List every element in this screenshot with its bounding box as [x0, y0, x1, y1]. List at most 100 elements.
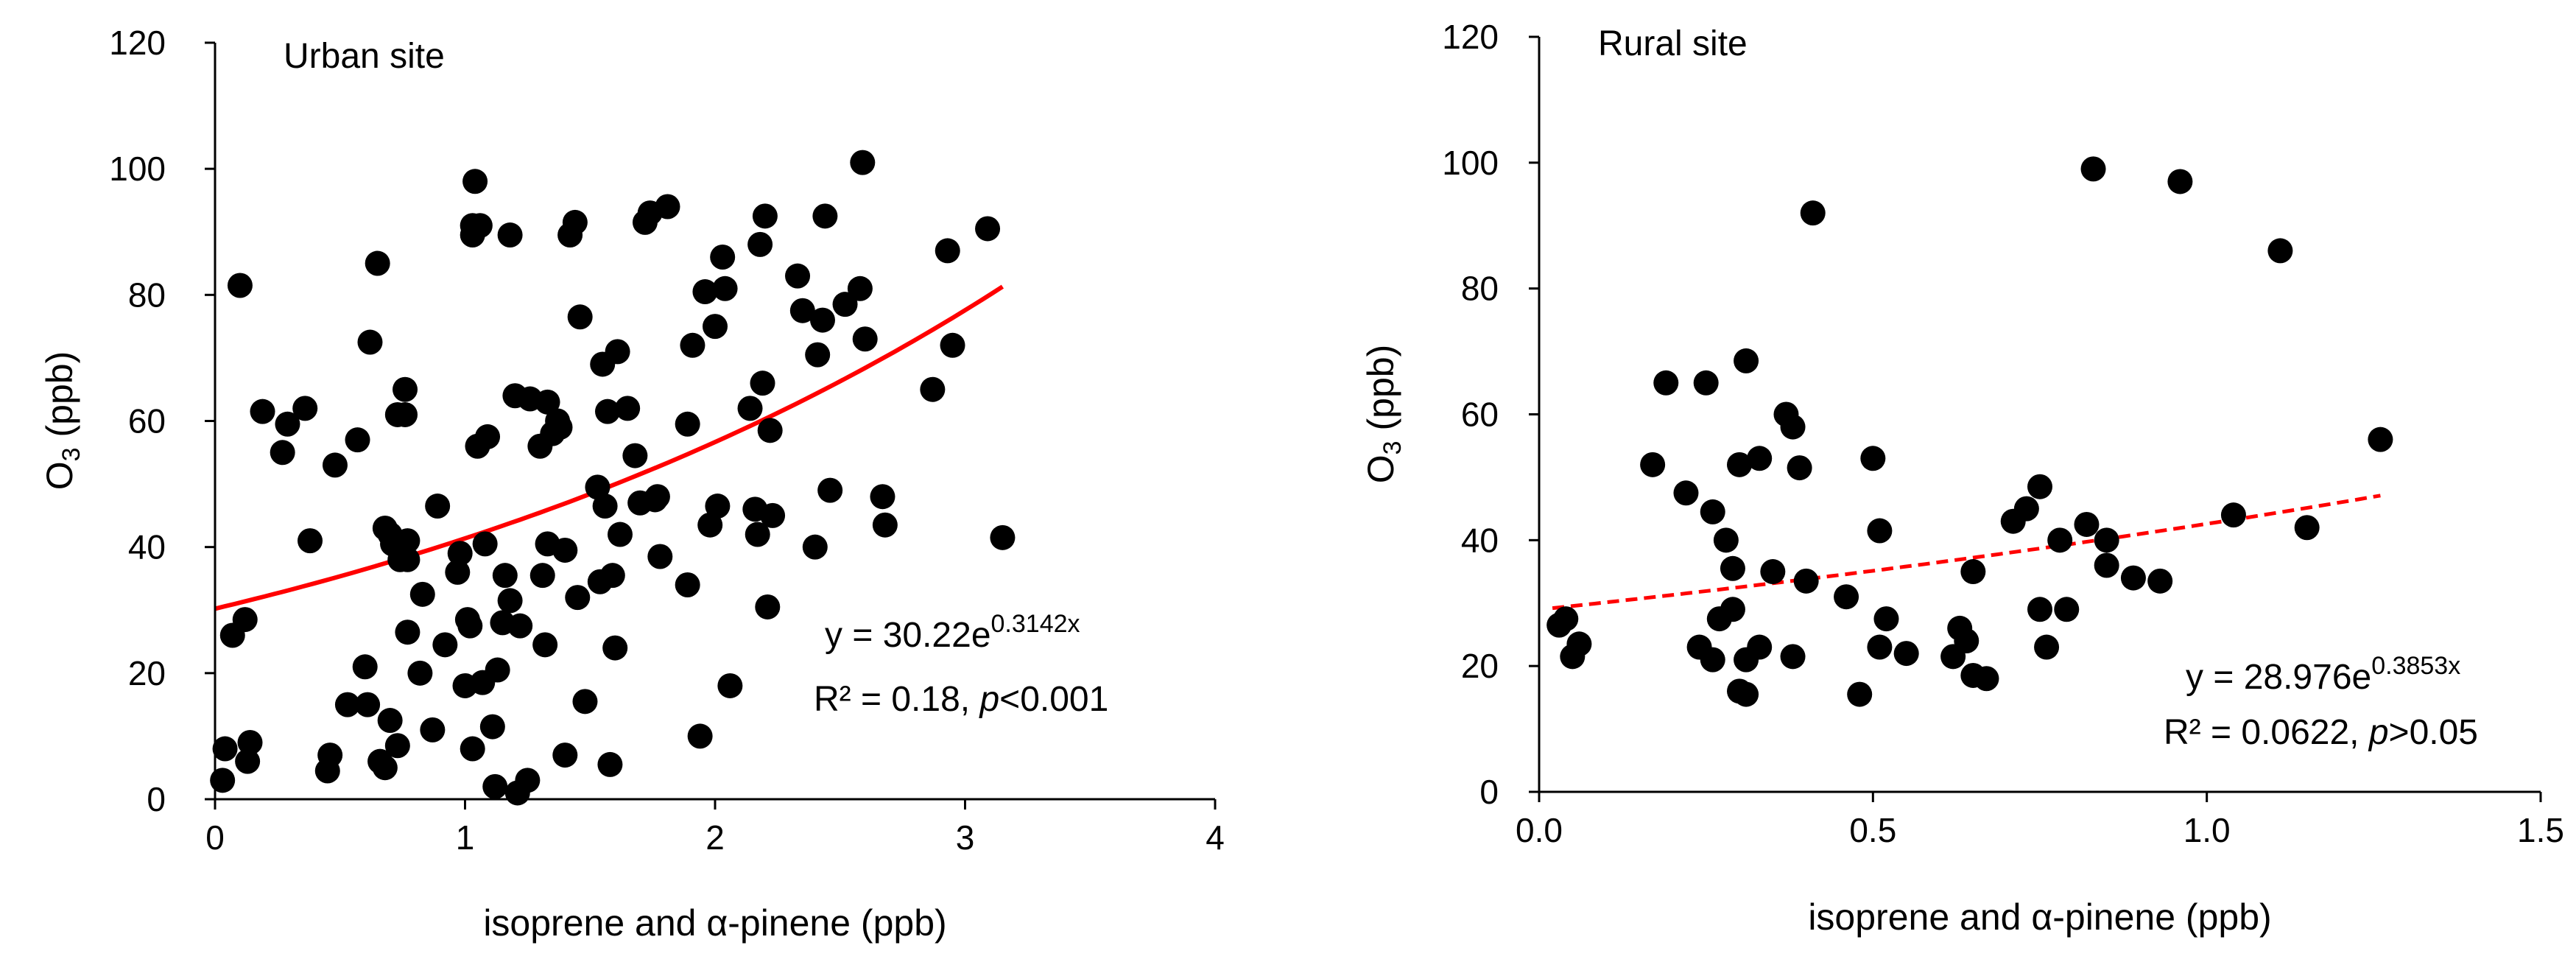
- rural-data-point: [1867, 634, 1893, 660]
- urban-data-point: [595, 399, 621, 424]
- rural-data-point: [1974, 666, 1999, 692]
- urban-data-point: [705, 494, 731, 519]
- urban-data-point: [467, 213, 493, 239]
- urban-data-point: [227, 273, 253, 298]
- urban-data-point: [210, 768, 236, 793]
- rural-data-point: [1747, 446, 1773, 471]
- rural-data-point: [1734, 681, 1759, 707]
- urban-y-axis-title-unit: (ppb): [39, 351, 80, 448]
- rural-fit-stats: R² = 0.0622, p>0.05: [2164, 713, 2478, 752]
- urban-data-point: [547, 415, 573, 440]
- rural-site-label: Rural site: [1598, 24, 1748, 63]
- rural-data-point: [2267, 238, 2293, 264]
- urban-data-point: [622, 443, 648, 468]
- rural-data-point: [1673, 480, 1699, 506]
- rural-data-point: [1867, 518, 1893, 544]
- urban-data-point: [760, 502, 786, 528]
- urban-data-point: [599, 563, 625, 589]
- rural-x-tick-label: 1.5: [2517, 811, 2564, 849]
- urban-data-point: [395, 619, 420, 645]
- urban-data-point: [687, 723, 713, 749]
- urban-data-point: [482, 773, 508, 799]
- urban-data-point: [692, 279, 718, 305]
- urban-data-point: [592, 494, 618, 519]
- urban-data-point: [607, 522, 633, 547]
- urban-data-point: [334, 692, 360, 717]
- urban-data-point: [445, 559, 471, 585]
- urban-data-point: [680, 332, 705, 358]
- urban-data-point: [529, 563, 555, 589]
- urban-data-point: [507, 613, 533, 639]
- rural-data-point: [2147, 568, 2173, 594]
- urban-data-point: [432, 632, 458, 658]
- urban-data-point: [485, 657, 510, 683]
- rural-data-point: [1780, 644, 1806, 670]
- urban-data-point: [409, 581, 435, 607]
- urban-fit-curve: [214, 284, 1004, 611]
- urban-data-point: [497, 222, 523, 248]
- urban-data-point: [492, 563, 518, 589]
- rural-y-axis-title-main: O: [1360, 454, 1401, 483]
- rural-data-point: [1834, 584, 1859, 610]
- rural-y-axis-title-sub: 3: [1379, 440, 1407, 454]
- rural-data-point: [2013, 496, 2039, 522]
- rural-data-point: [1720, 555, 1745, 581]
- rural-y-tick-label: 40: [1461, 521, 1499, 559]
- urban-data-point: [675, 411, 700, 437]
- urban-data-point: [497, 588, 523, 614]
- urban-data-point: [975, 216, 1001, 242]
- urban-fit-equation-prefix: y = 30.22e: [825, 616, 991, 655]
- rural-p-value: >0.05: [2389, 713, 2478, 752]
- urban-y-axis-title: O3 (ppb): [39, 351, 85, 490]
- urban-x-tick-label: 0: [205, 818, 225, 857]
- rural-p-symbol: p: [2368, 713, 2389, 752]
- urban-data-point: [270, 440, 295, 466]
- urban-data-point: [710, 244, 736, 270]
- rural-data-point: [1860, 446, 1886, 471]
- urban-data-point: [479, 714, 505, 740]
- urban-data-point: [655, 194, 680, 220]
- urban-data-point: [935, 238, 960, 264]
- rural-data-point: [2094, 527, 2119, 553]
- urban-data-point: [737, 396, 763, 421]
- urban-data-point: [605, 339, 630, 365]
- urban-y-axis-title-sub: 3: [57, 447, 85, 461]
- rural-data-point: [1640, 452, 1666, 477]
- rural-data-point: [1727, 452, 1752, 477]
- urban-data-point: [355, 692, 381, 717]
- urban-data-point: [755, 594, 781, 619]
- urban-data-point: [872, 512, 898, 538]
- urban-y-tick-label: 0: [147, 780, 166, 818]
- rural-fit-equation: y = 28.976e0.3853x: [2186, 652, 2460, 697]
- urban-data-point: [377, 708, 403, 734]
- rural-x-tick-label: 0.0: [1516, 811, 1563, 849]
- rural-data-point: [1653, 370, 1679, 396]
- urban-data-point: [847, 275, 873, 301]
- urban-data-point: [717, 673, 743, 698]
- urban-data-point: [585, 474, 610, 500]
- urban-data-point: [562, 209, 588, 235]
- urban-data-point: [870, 484, 895, 510]
- urban-data-point: [940, 332, 965, 358]
- rural-y-axis-title-unit: (ppb): [1360, 345, 1401, 441]
- urban-data-point: [712, 275, 738, 301]
- urban-data-point: [275, 411, 300, 437]
- urban-data-point: [647, 544, 673, 569]
- urban-fit-equation-exponent: 0.3142x: [991, 610, 1080, 638]
- urban-y-tick-label: 100: [109, 150, 166, 188]
- rural-y-axis-title: O3 (ppb): [1360, 345, 1407, 483]
- rural-data-point: [1734, 348, 1759, 373]
- rural-data-point: [2047, 527, 2073, 553]
- urban-data-point: [407, 660, 433, 686]
- urban-data-point: [703, 314, 728, 340]
- urban-data-point: [920, 376, 946, 402]
- rural-data-point: [1793, 568, 1819, 594]
- rural-y-tick-label: 80: [1461, 270, 1499, 308]
- rural-data-point: [2027, 597, 2052, 622]
- rural-data-point: [1787, 455, 1812, 481]
- rural-x-tick-label: 0.5: [1849, 811, 1896, 849]
- urban-data-point: [817, 477, 843, 503]
- rural-data-point: [2054, 597, 2080, 622]
- rural-data-point: [1720, 597, 1745, 622]
